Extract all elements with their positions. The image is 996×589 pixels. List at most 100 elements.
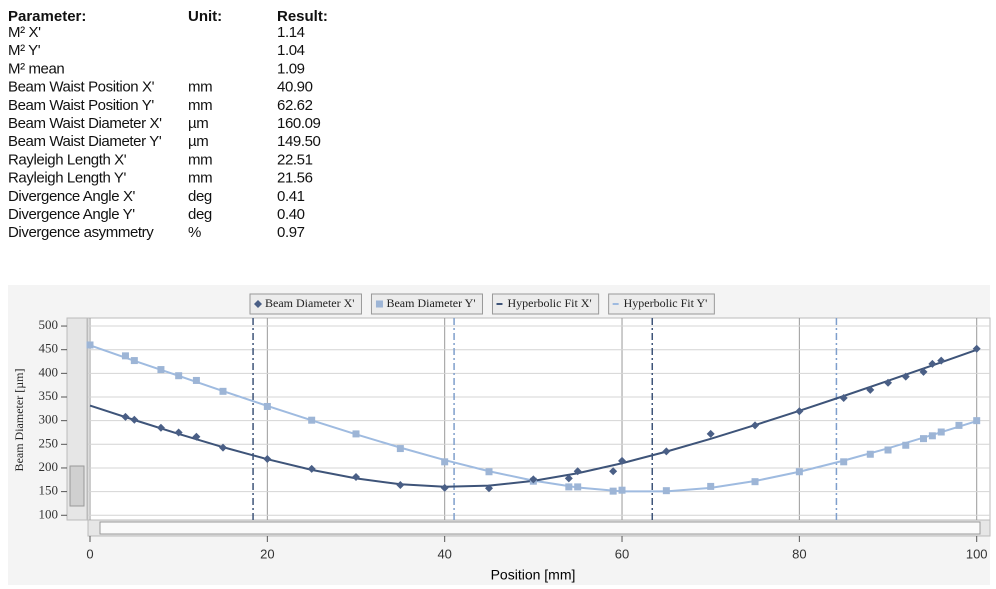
data-point — [307, 464, 316, 473]
table-cell: Rayleigh Length X' — [8, 151, 127, 168]
data-point — [751, 478, 759, 486]
data-point — [263, 402, 271, 410]
plot — [86, 318, 990, 520]
data-point — [485, 468, 493, 476]
data-point — [919, 435, 927, 443]
data-point — [157, 366, 165, 374]
data-point — [866, 385, 875, 394]
data-point — [972, 344, 981, 353]
data-point — [574, 483, 582, 491]
data-point — [751, 421, 760, 430]
y-tick-label: 350 — [39, 388, 59, 403]
x-scroll-thumb[interactable] — [99, 521, 981, 535]
data-point — [573, 467, 582, 476]
table-cell: µm — [188, 115, 208, 132]
data-point — [352, 472, 361, 481]
table-cell: mm — [188, 170, 212, 187]
y-tick-label: 500 — [39, 317, 59, 332]
data-point — [174, 428, 183, 437]
data-point — [485, 484, 494, 493]
data-point — [618, 486, 626, 494]
data-point — [706, 429, 715, 438]
data-point — [565, 483, 573, 491]
data-point — [192, 376, 200, 384]
legend-box — [370, 293, 483, 315]
data-point — [609, 467, 618, 476]
data-point — [254, 300, 262, 308]
table-cell: 1.04 — [277, 42, 305, 59]
y-tick-label: 200 — [39, 459, 59, 474]
data-point — [839, 393, 848, 402]
data-point — [263, 454, 272, 463]
table-cell: deg — [188, 206, 212, 223]
data-point — [175, 372, 183, 380]
data-point — [866, 450, 874, 458]
plot-area — [87, 317, 991, 521]
table-header: Unit: — [188, 8, 222, 25]
legend-item: Beam Diameter X' — [249, 293, 362, 315]
data-point — [121, 352, 129, 360]
data-point — [375, 300, 383, 308]
x-tick-label: 20 — [260, 546, 274, 561]
data-point — [308, 416, 316, 424]
data-point — [928, 432, 936, 440]
table-cell: mm — [188, 151, 212, 168]
data-point — [973, 417, 981, 425]
data-point — [441, 458, 449, 466]
data-point — [396, 480, 405, 489]
data-point — [707, 482, 715, 490]
data-point — [130, 415, 139, 424]
legend-label: Hyperbolic Fit X' — [507, 296, 591, 310]
data-point — [609, 487, 617, 495]
data-point — [130, 357, 138, 365]
table-cell: 0.40 — [277, 206, 305, 223]
table-cell: mm — [188, 79, 212, 96]
data-point — [928, 359, 937, 368]
data-point — [919, 367, 928, 376]
y-scroll-thumb[interactable] — [69, 465, 85, 507]
table-cell: Divergence Angle Y' — [8, 206, 135, 223]
legend-box — [608, 293, 715, 315]
data-point — [795, 468, 803, 476]
table-cell: 0.41 — [277, 188, 305, 205]
y-tick-label: 250 — [39, 435, 59, 450]
table-cell: 21.56 — [277, 170, 313, 187]
data-point — [955, 421, 963, 429]
legend-box — [491, 293, 600, 315]
legend-label: Hyperbolic Fit Y' — [624, 296, 708, 310]
table-cell: M² X' — [8, 24, 41, 41]
x-tick-label: 40 — [437, 546, 451, 561]
y-axis-title: Beam Diameter [µm] — [12, 369, 26, 472]
table-cell: 149.50 — [277, 133, 321, 150]
x-tick-label: 80 — [792, 546, 806, 561]
data-point — [937, 356, 946, 365]
data-point — [618, 456, 627, 465]
legend-item: Beam Diameter Y' — [370, 293, 483, 315]
data-point — [192, 432, 201, 441]
data-point — [662, 487, 670, 495]
data-point — [440, 483, 449, 492]
legend-item: Hyperbolic Fit X' — [491, 293, 600, 315]
y-tick-label: 150 — [39, 483, 59, 498]
table-cell: 40.90 — [277, 79, 313, 96]
table-cell: 0.97 — [277, 224, 305, 241]
data-point — [121, 412, 130, 421]
table-cell: % — [188, 224, 201, 241]
legend-label: Beam Diameter X' — [265, 296, 354, 310]
table-cell: Beam Waist Diameter X' — [8, 115, 162, 132]
table-cell: deg — [188, 188, 212, 205]
data-point — [529, 475, 538, 484]
table-cell: M² mean — [8, 60, 64, 77]
data-point — [396, 445, 404, 453]
table-cell: M² Y' — [8, 42, 41, 59]
data-point — [795, 407, 804, 416]
data-point — [219, 387, 227, 395]
legend-item: Hyperbolic Fit Y' — [608, 293, 715, 315]
y-tick-label: 450 — [39, 341, 59, 356]
table-cell: Divergence Angle X' — [8, 188, 136, 205]
table-cell: 160.09 — [277, 115, 321, 132]
y-tick-label: 100 — [39, 506, 59, 521]
table-header: Result: — [277, 8, 328, 25]
